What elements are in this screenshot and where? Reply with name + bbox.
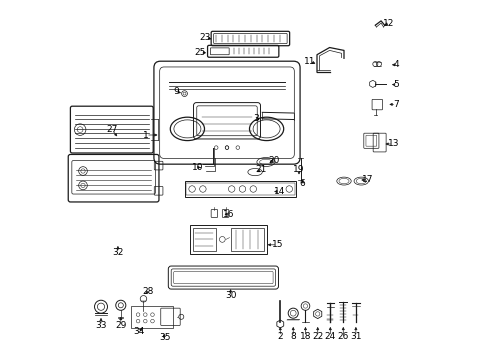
Text: 27: 27 — [106, 125, 118, 134]
Text: 17: 17 — [362, 175, 373, 184]
Text: 16: 16 — [223, 210, 235, 219]
Text: 31: 31 — [350, 332, 362, 341]
Text: 11: 11 — [304, 57, 316, 66]
Text: 7: 7 — [393, 100, 399, 109]
Text: 5: 5 — [393, 80, 399, 89]
Text: 25: 25 — [195, 48, 206, 57]
Text: 33: 33 — [95, 321, 107, 330]
Text: 6: 6 — [300, 179, 305, 188]
Text: 14: 14 — [274, 187, 285, 196]
Text: 3: 3 — [253, 114, 259, 123]
Text: 12: 12 — [383, 19, 394, 28]
Text: 20: 20 — [268, 156, 279, 165]
Text: 35: 35 — [159, 333, 171, 342]
Text: 29: 29 — [115, 321, 126, 330]
Text: 19: 19 — [293, 165, 305, 174]
Text: 21: 21 — [255, 165, 267, 174]
Text: 34: 34 — [133, 328, 145, 336]
Text: 10: 10 — [192, 163, 203, 172]
Text: 26: 26 — [338, 332, 349, 341]
Text: 22: 22 — [312, 332, 323, 341]
Text: 4: 4 — [393, 60, 399, 69]
Text: 18: 18 — [300, 332, 311, 341]
Text: 32: 32 — [112, 248, 123, 257]
Text: 23: 23 — [200, 33, 211, 42]
Text: 2: 2 — [277, 332, 283, 341]
Text: 8: 8 — [291, 332, 296, 341]
Text: 24: 24 — [325, 332, 336, 341]
Text: 1: 1 — [143, 130, 149, 139]
Text: 15: 15 — [271, 240, 283, 249]
Text: 28: 28 — [142, 287, 153, 296]
Text: 30: 30 — [225, 291, 236, 300]
Text: 13: 13 — [388, 139, 399, 148]
Text: 9: 9 — [174, 87, 179, 96]
